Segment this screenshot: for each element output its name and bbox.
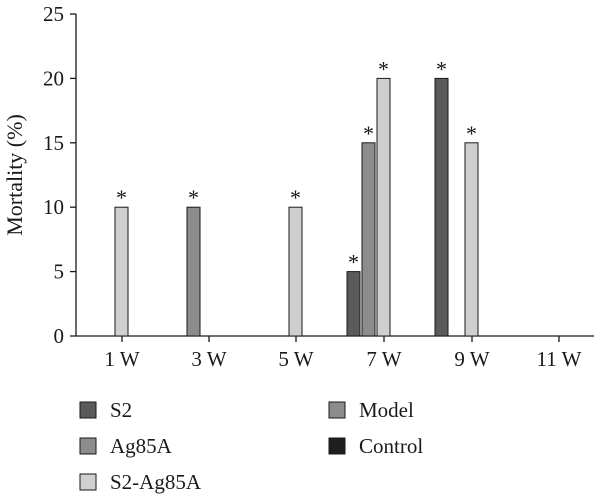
legend-swatch [79, 473, 97, 491]
y-tick-label: 10 [43, 195, 64, 219]
legend-swatch [79, 401, 97, 419]
bar-s2-ag85a-4 [464, 142, 479, 337]
y-tick-label: 25 [43, 2, 64, 26]
axes: 0 5 10 15 20 25 Mortality (%) 1 W 3 W 5 W 7 W 9 W 11… [2, 2, 594, 371]
x-tick-label: 3 W [191, 347, 226, 371]
bar-s2-ag85a-2 [288, 206, 303, 337]
legend-label: Ag85A [110, 434, 173, 458]
bars: * * * * * * * * [114, 56, 479, 337]
x-tick-label: 11 W [537, 347, 582, 371]
bar-s2-3 [346, 271, 361, 337]
significance-marker: * [466, 121, 477, 146]
significance-marker: * [348, 250, 359, 275]
significance-marker: * [290, 185, 301, 210]
legend-swatch [328, 401, 346, 419]
legend-label: Control [359, 434, 423, 458]
significance-marker: * [188, 185, 199, 210]
y-axis-label: Mortality (%) [2, 114, 27, 236]
significance-marker: * [116, 185, 127, 210]
bar-s2-4 [434, 77, 449, 337]
bar-ag85a-1 [186, 206, 201, 337]
x-tick-label: 7 W [366, 347, 401, 371]
legend-label: S2 [110, 398, 132, 422]
significance-marker: * [363, 121, 374, 146]
legend-label: Model [359, 398, 414, 422]
significance-marker: * [378, 56, 389, 81]
bar-s2-ag85a-3 [376, 77, 391, 337]
legend: S2 Ag85A S2-Ag85A Model Control [79, 398, 423, 494]
y-tick-label: 20 [43, 66, 64, 90]
x-tick-label: 1 W [104, 347, 139, 371]
legend-swatch [328, 437, 346, 455]
x-tick-label: 5 W [278, 347, 313, 371]
significance-marker: * [436, 56, 447, 81]
y-tick-label: 5 [54, 260, 65, 284]
legend-swatch [79, 437, 97, 455]
y-tick-label: 15 [43, 131, 64, 155]
legend-label: S2-Ag85A [110, 470, 202, 494]
bar-s2-ag85a-0 [114, 206, 129, 337]
y-tick-label: 0 [54, 324, 65, 348]
x-tick-label: 9 W [454, 347, 489, 371]
bar-ag85a-3 [361, 142, 376, 337]
